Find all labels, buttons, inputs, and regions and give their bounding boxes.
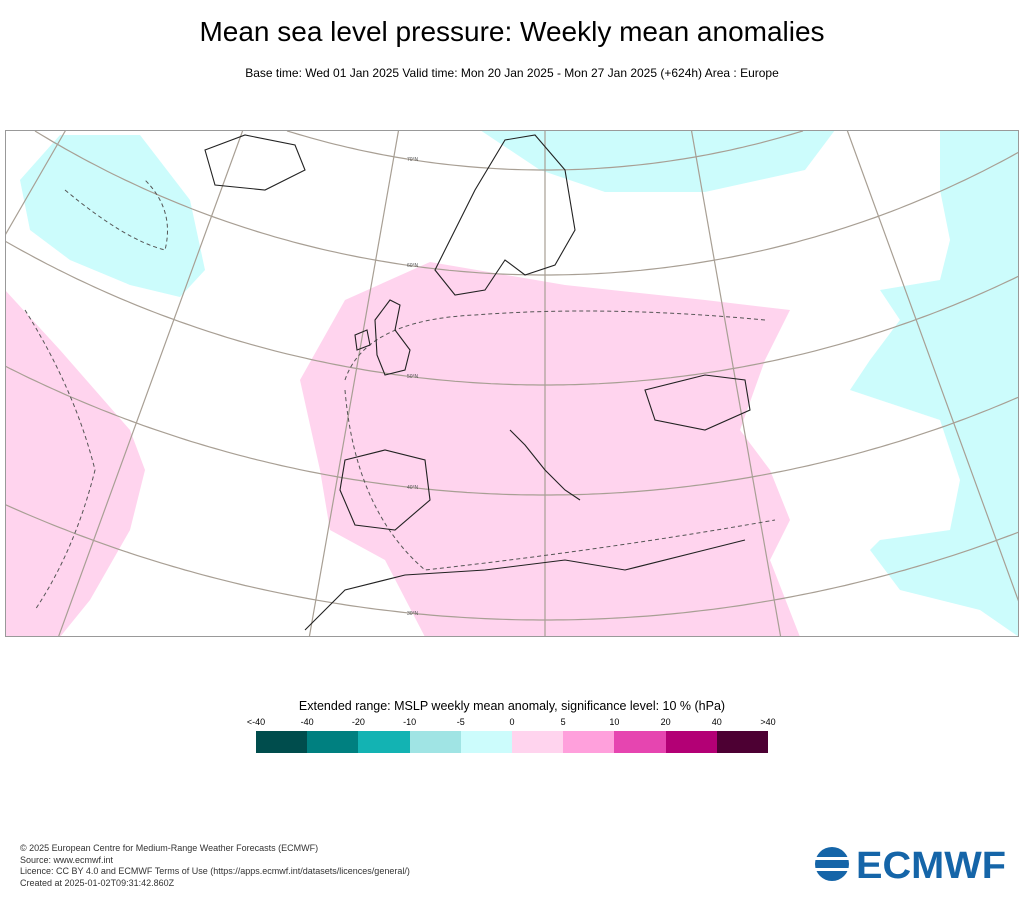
meridian-line (846, 130, 1019, 605)
meridian-line (308, 130, 400, 637)
colorbar-swatch (256, 731, 308, 753)
latitude-label: 40°N (407, 485, 419, 491)
latitude-line (5, 503, 1019, 621)
contour-line (344, 389, 776, 571)
meridian-line (57, 130, 244, 637)
colorbar-swatch (409, 731, 462, 753)
colorbar-tick-label: 20 (660, 717, 671, 727)
colorbar-tick-label: 0 (509, 717, 515, 727)
colorbar-tick-label: 40 (711, 717, 722, 727)
coastline (509, 429, 581, 501)
colorbar-tick-label: 10 (609, 717, 620, 727)
coastline (354, 329, 371, 351)
map: 70°N 60°N 50°N 40°N 30°N (5, 130, 1019, 637)
colorbar-swatch (460, 731, 513, 753)
footer-copyright: © 2025 European Centre for Medium-Range … (20, 843, 319, 853)
colorbar-swatch (563, 731, 615, 753)
coastline (374, 299, 411, 376)
coastline (339, 449, 431, 531)
coastline (644, 374, 751, 431)
anomaly-region-barents-negative (480, 130, 835, 192)
colorbar-swatch (665, 731, 718, 753)
footer-source: Source: www.ecmwf.int (20, 854, 114, 865)
footer-created: Created at 2025-01-02T09:31:42.860Z (20, 877, 175, 888)
colorbar-tick-label: <-40 (246, 717, 266, 727)
meridian-line (5, 130, 67, 237)
coastline (304, 539, 746, 631)
colorbar-swatch (358, 731, 411, 753)
colorbar-tick-label: -40 (300, 717, 314, 727)
colorbar-title: Extended range: MSLP weekly mean anomaly… (298, 699, 726, 713)
contour-line (344, 310, 766, 381)
latitude-label: 50°N (407, 374, 419, 380)
contour-line (24, 309, 96, 611)
latitude-label: 60°N (407, 263, 419, 269)
footer-licence: Licence: CC BY 4.0 and ECMWF Terms of Us… (20, 866, 410, 876)
colorbar-tick-label: >40 (760, 717, 776, 727)
anomaly-region-europe-positive (300, 262, 800, 637)
anomaly-region-greenland-negative (20, 135, 205, 297)
colorbar-tick-label: -10 (403, 717, 417, 727)
latitude-label: 30°N (407, 611, 419, 617)
meridian-line (690, 130, 782, 637)
anomaly-region-east-negative (850, 130, 1019, 637)
colorbar-swatch (512, 731, 564, 753)
latitude-label: 70°N (407, 157, 419, 163)
ecmwf-logo: ECMWF (815, 845, 1006, 884)
coastline (204, 134, 306, 191)
colorbar-tick-label: -20 (351, 717, 365, 727)
colorbar-swatch (307, 731, 359, 753)
colorbar-swatch (716, 731, 769, 753)
colorbar-tick-label: 5 (560, 717, 566, 727)
svg-text:ECMWF: ECMWF (856, 845, 1006, 884)
latitude-line (5, 365, 1019, 496)
chart-title: Mean sea level pressure: Weekly mean ano… (199, 16, 825, 47)
chart-subtitle: Base time: Wed 01 Jan 2025 Valid time: M… (245, 66, 779, 80)
colorbar-swatch (614, 731, 667, 753)
footer: © 2025 European Centre for Medium-Range … (20, 843, 410, 889)
page: Mean sea level pressure: Weekly mean ano… (5, 16, 1019, 889)
colorbar-tick-label: -5 (456, 717, 465, 727)
coastline (434, 134, 576, 296)
anomaly-region-atlantic-positive (5, 290, 145, 637)
